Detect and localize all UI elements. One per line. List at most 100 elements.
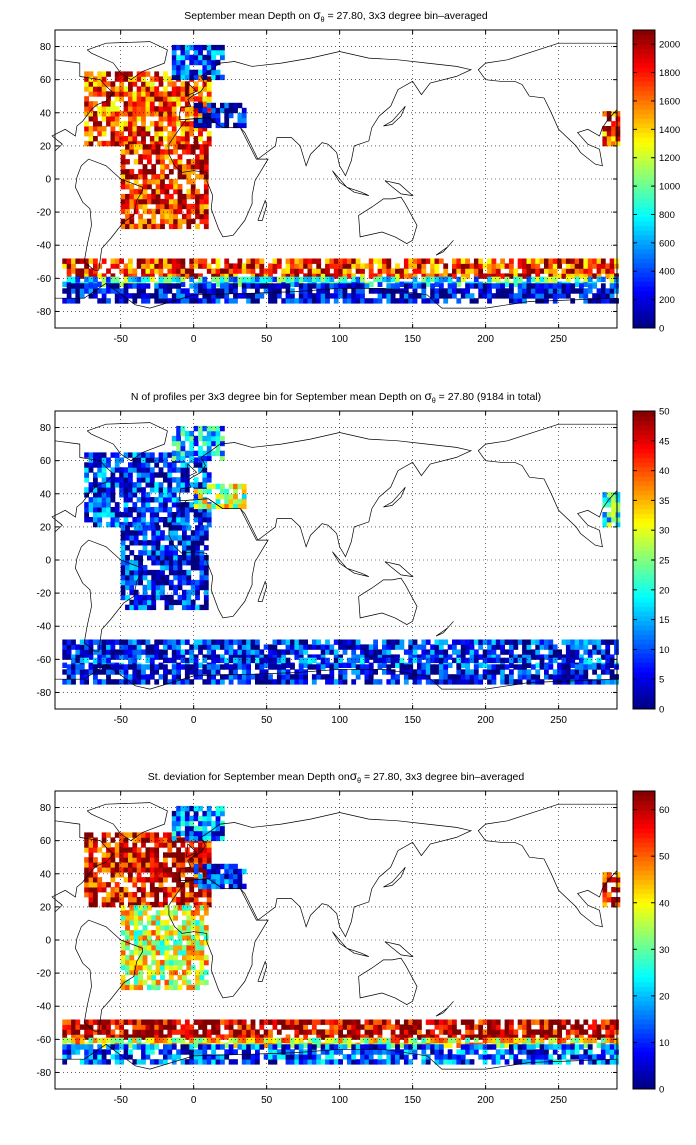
bin-cell: [138, 970, 143, 975]
bin-cell: [312, 1024, 317, 1029]
bin-cell: [435, 282, 440, 287]
bin-cell: [182, 920, 187, 925]
bin-cell: [404, 1020, 409, 1025]
bin-cell: [259, 649, 264, 654]
colorbar-segment: [633, 128, 655, 133]
bin-cell: [195, 194, 200, 199]
bin-cell: [575, 288, 580, 293]
bin-cell: [150, 76, 155, 81]
bin-cell: [150, 644, 155, 649]
bin-cell: [204, 565, 209, 570]
bin-cell: [207, 679, 212, 684]
bin-cell: [242, 293, 247, 298]
bin-cell: [143, 164, 148, 169]
bin-cell: [132, 517, 137, 522]
bin-cell: [181, 446, 186, 451]
bin-cell: [570, 679, 575, 684]
bin-cell: [150, 852, 155, 857]
bin-cell: [93, 512, 98, 517]
bin-cell: [151, 980, 156, 985]
bin-cell: [198, 108, 203, 113]
bin-cell: [229, 484, 234, 489]
bin-cell: [137, 669, 142, 674]
bin-cell: [134, 920, 139, 925]
bin-cell: [435, 298, 440, 303]
bin-cell: [115, 277, 120, 282]
bin-cell: [562, 674, 567, 679]
bin-cell: [509, 1024, 514, 1029]
bin-cell: [156, 970, 161, 975]
bin-cell: [413, 298, 418, 303]
bin-cell: [255, 679, 260, 684]
bin-cell: [588, 658, 593, 663]
bin-cell: [202, 288, 207, 293]
bin-cell: [194, 436, 199, 441]
bin-cell: [286, 1020, 291, 1025]
bin-cell: [172, 81, 177, 86]
bin-cell: [478, 654, 483, 659]
bin-cell: [303, 263, 308, 268]
bin-cell: [156, 159, 161, 164]
bin-cell: [165, 980, 170, 985]
bin-cell: [400, 1024, 405, 1029]
bin-cell: [151, 550, 156, 555]
colorbar-segment: [633, 621, 655, 626]
bin-cell: [513, 658, 518, 663]
colorbar-segment: [633, 690, 655, 695]
bin-cell: [198, 462, 203, 467]
bin-cell: [106, 298, 111, 303]
bin-cell: [141, 121, 146, 126]
bin-cell: [373, 288, 378, 293]
bin-cell: [115, 522, 120, 527]
bin-cell: [125, 955, 130, 960]
bin-cell: [182, 960, 187, 965]
bin-cell: [207, 45, 212, 50]
bin-cell: [151, 209, 156, 214]
bin-cell: [518, 674, 523, 679]
bin-cell: [456, 277, 461, 282]
bin-cell: [137, 283, 142, 288]
bin-cell: [154, 852, 159, 857]
bin-cell: [80, 644, 85, 649]
bin-cell: [207, 816, 212, 821]
bin-cell: [211, 277, 216, 282]
bin-cell: [163, 640, 168, 645]
bin-cell: [386, 263, 391, 268]
bin-cell: [93, 1020, 98, 1025]
bin-cell: [172, 268, 177, 273]
bin-cell: [115, 263, 120, 268]
bin-cell: [169, 204, 174, 209]
bin-cell: [185, 892, 190, 897]
bin-cell: [176, 640, 181, 645]
bin-cell: [233, 640, 238, 645]
bin-cell: [382, 288, 387, 293]
bin-cell: [102, 897, 107, 902]
bin-cell: [492, 640, 497, 645]
bin-cell: [229, 649, 234, 654]
bin-cell: [141, 492, 146, 497]
bin-cell: [426, 298, 431, 303]
bin-cell: [439, 293, 444, 298]
bin-cell: [198, 892, 203, 897]
bin-cell: [159, 91, 164, 96]
chart-title: September mean Depth on σθ = 27.80, 3x3 …: [184, 8, 488, 24]
bin-cell: [316, 293, 321, 298]
bin-cell: [308, 263, 313, 268]
bin-cell: [146, 131, 151, 136]
bin-cell: [125, 965, 130, 970]
bin-cell: [583, 644, 588, 649]
y-tick-label: 60: [40, 456, 52, 467]
bin-cell: [194, 50, 199, 55]
bin-cell: [553, 263, 558, 268]
bin-cell: [195, 530, 200, 535]
bin-cell: [461, 259, 466, 264]
bin-cell: [500, 640, 505, 645]
bin-cell: [186, 144, 191, 149]
bin-cell: [160, 530, 165, 535]
bin-cell: [575, 268, 580, 273]
bin-cell: [165, 560, 170, 565]
bin-cell: [592, 263, 597, 268]
bin-cell: [128, 852, 133, 857]
bin-cell: [172, 111, 177, 116]
bin-cell: [71, 288, 76, 293]
